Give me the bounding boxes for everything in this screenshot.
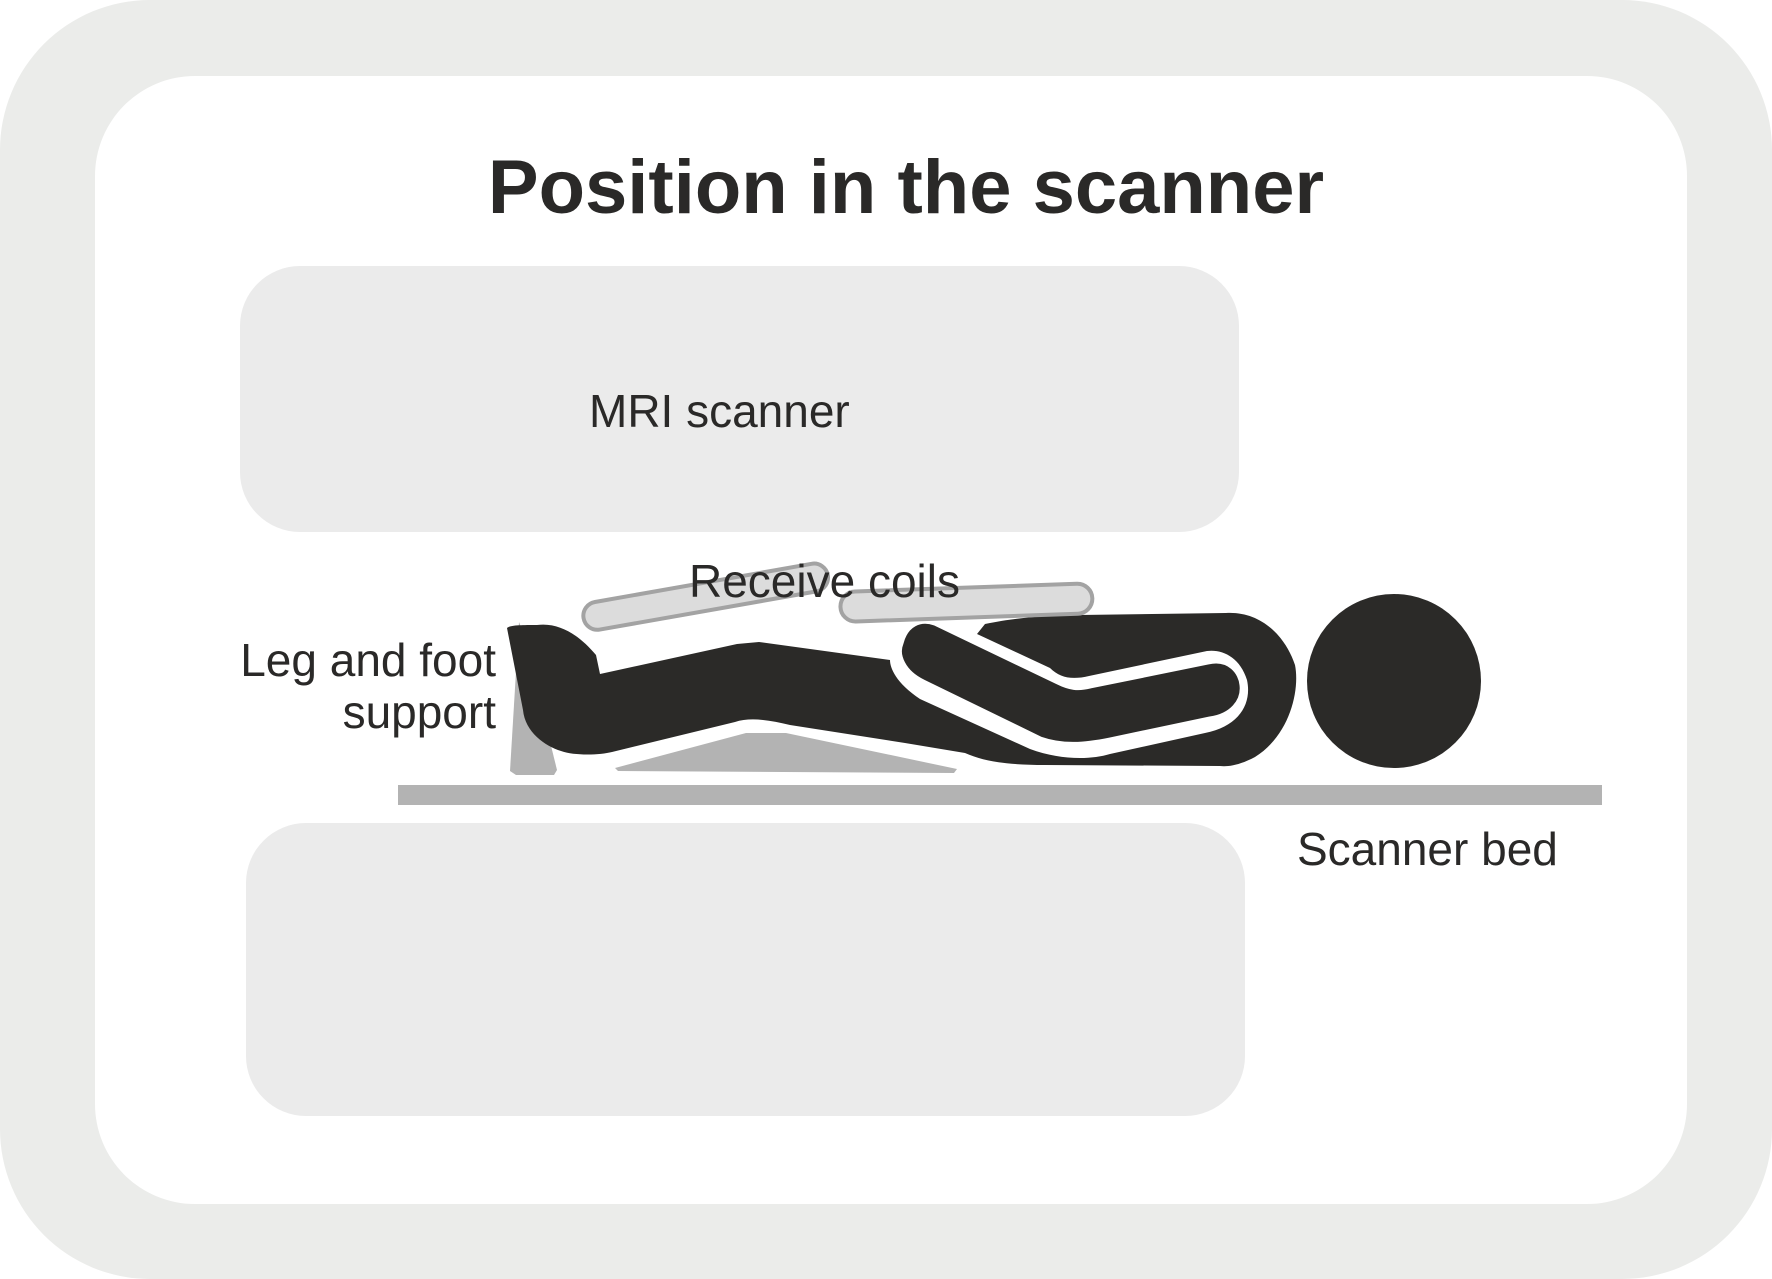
person-head <box>1307 594 1481 768</box>
knee-support-wedge <box>615 733 957 773</box>
receive-coil-torso <box>838 581 1095 624</box>
scanner-bed <box>398 785 1602 805</box>
mri-scanner-lower <box>246 823 1245 1116</box>
receive-coils-label: Receive coils <box>689 555 960 607</box>
page-title: Position in the scanner <box>487 145 1325 230</box>
leg-support-label-line1: Leg and foot <box>240 634 496 686</box>
receive-coil-legs <box>581 561 831 632</box>
scanner-bed-label: Scanner bed <box>1297 823 1558 875</box>
leg-support-label: Leg and foot support <box>150 634 496 738</box>
person-arm <box>895 616 1247 749</box>
person-body <box>507 612 1297 767</box>
mri-scanner-upper <box>240 266 1239 532</box>
leg-support-label-line2: support <box>342 685 496 738</box>
mri-scanner-label: MRI scanner <box>589 385 850 437</box>
